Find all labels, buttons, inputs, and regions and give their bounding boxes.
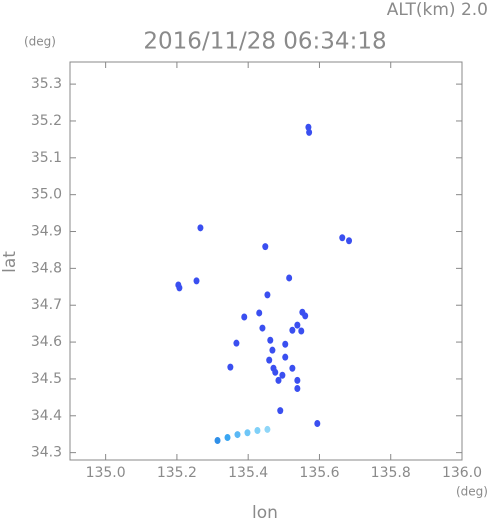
- y-tick-label: 35.0: [31, 187, 62, 203]
- echo-cell: [294, 385, 301, 393]
- echo-cell: [262, 243, 269, 251]
- y-unit: (deg): [24, 35, 56, 49]
- plot-frame: [69, 61, 463, 461]
- echo-cell: [241, 313, 248, 321]
- echo-cell: [305, 123, 312, 131]
- echo-cell: [254, 427, 261, 435]
- echo-cell: [282, 340, 289, 348]
- echo-cell: [286, 274, 293, 282]
- echo-cell: [193, 277, 200, 285]
- echo-cell: [234, 431, 241, 439]
- echo-cell: [277, 407, 284, 415]
- echo-cell: [294, 376, 301, 384]
- x-tick-label: 135.4: [228, 465, 268, 481]
- y-tick-label: 34.7: [31, 297, 62, 313]
- y-tick-label: 34.6: [31, 334, 62, 350]
- echo-cell: [314, 420, 321, 428]
- echo-cell: [279, 371, 286, 379]
- x-tick-label: 135.8: [371, 465, 411, 481]
- echo-cell: [289, 364, 296, 372]
- y-axis-label: lat: [0, 251, 20, 273]
- echo-cell: [302, 312, 309, 320]
- echo-cell: [266, 356, 273, 364]
- echo-cell: [224, 434, 231, 442]
- echo-cell: [264, 425, 271, 433]
- echo-cell: [259, 324, 266, 332]
- x-tick-label: 135.0: [86, 465, 126, 481]
- echo-cell: [306, 128, 313, 136]
- echo-cell: [233, 339, 240, 347]
- echo-cell: [269, 346, 276, 354]
- y-tick-label: 35.3: [31, 76, 62, 92]
- echo-cell: [289, 326, 296, 334]
- x-axis-label: lon: [252, 503, 278, 521]
- echo-cell: [282, 353, 289, 361]
- y-tick-label: 34.8: [31, 260, 62, 276]
- echo-cell: [176, 284, 183, 292]
- x-tick-label: 135.2: [157, 465, 197, 481]
- x-unit: (deg): [456, 485, 488, 499]
- echo-cell: [272, 368, 279, 376]
- echo-cell: [298, 327, 305, 335]
- x-tick-label: 135.6: [299, 465, 339, 481]
- echo-cell: [294, 321, 301, 329]
- echo-cell: [227, 363, 234, 371]
- echo-cell: [197, 224, 204, 232]
- y-tick-label: 35.2: [31, 113, 62, 129]
- y-tick-label: 34.9: [31, 224, 62, 240]
- chart-title: 2016/11/28 06:34:18: [143, 29, 386, 55]
- echo-cell: [346, 237, 353, 245]
- echo-cell: [264, 291, 271, 299]
- x-tick-label: 136.0: [442, 465, 482, 481]
- echo-cell: [275, 376, 282, 384]
- echo-cell: [214, 436, 221, 444]
- echo-cell: [339, 234, 346, 242]
- altitude-label: ALT(km) 2.0: [387, 0, 488, 20]
- echo-cell: [267, 336, 274, 344]
- echo-cell: [244, 429, 251, 437]
- y-tick-label: 34.3: [31, 445, 62, 461]
- y-tick-label: 34.5: [31, 371, 62, 387]
- echo-cell: [256, 309, 263, 317]
- y-tick-label: 34.4: [31, 408, 62, 424]
- y-tick-label: 35.1: [31, 150, 62, 166]
